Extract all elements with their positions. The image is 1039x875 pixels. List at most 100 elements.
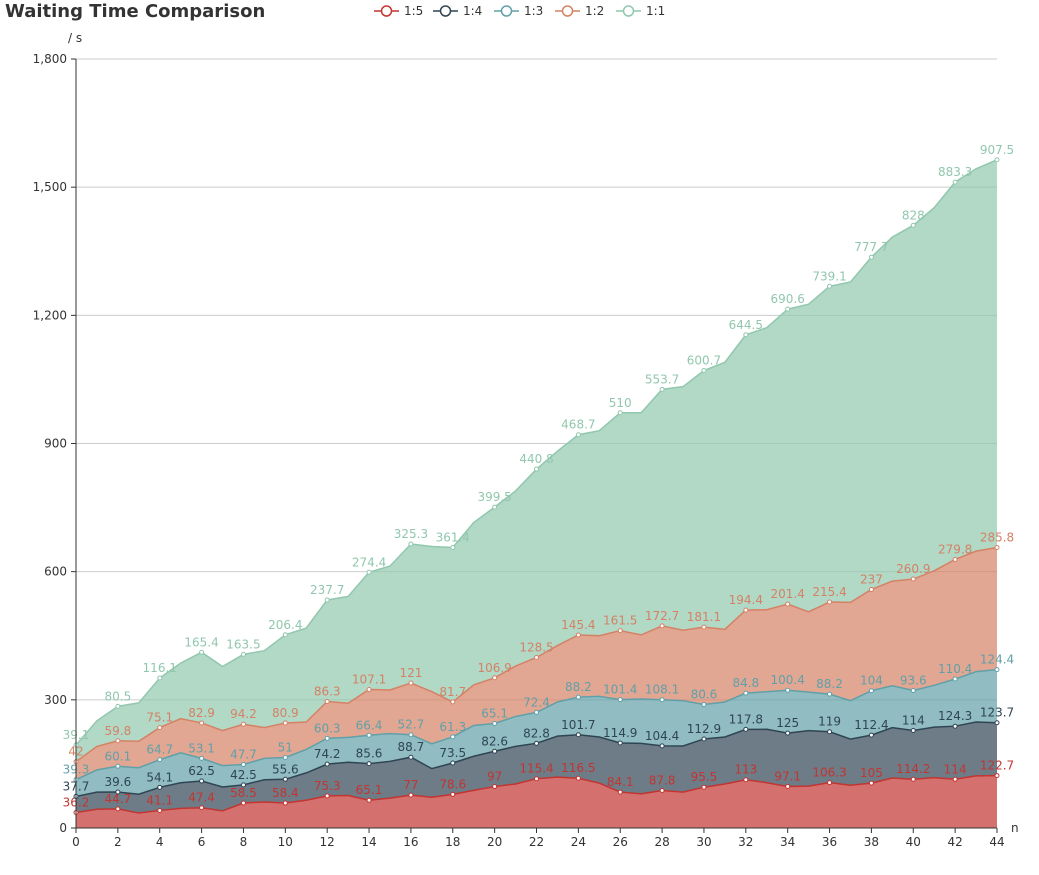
- data-point: [868, 732, 874, 738]
- data-label: 65.1: [481, 706, 508, 720]
- x-tick-label: 30: [696, 835, 711, 849]
- data-label: 104: [860, 674, 883, 688]
- data-label: 52.7: [398, 718, 425, 732]
- data-point: [282, 755, 288, 761]
- data-point: [827, 729, 833, 735]
- data-label: 115.4: [519, 762, 553, 776]
- data-point: [240, 761, 246, 767]
- data-point: [868, 586, 874, 592]
- data-point: [366, 761, 372, 767]
- data-point: [157, 725, 163, 731]
- data-point: [534, 709, 539, 715]
- data-point: [199, 778, 205, 784]
- data-label: 274.4: [352, 555, 386, 569]
- data-label: 41.1: [146, 793, 173, 807]
- data-point: [240, 800, 246, 806]
- data-point: [115, 703, 121, 709]
- data-label: 75.3: [314, 779, 341, 793]
- data-point: [199, 755, 205, 761]
- data-point: [868, 688, 874, 694]
- data-label: 108.1: [645, 683, 679, 697]
- data-label: 106.9: [477, 661, 511, 675]
- data-label: 194.4: [729, 593, 763, 607]
- y-tick-label: 1,200: [33, 308, 67, 322]
- legend-item-1-1: 1:1: [616, 4, 665, 18]
- x-tick-label: 20: [487, 835, 502, 849]
- legend-label: 1:3: [524, 4, 543, 18]
- data-label: 72.4: [523, 695, 550, 709]
- x-tick-label: 2: [114, 835, 122, 849]
- data-label: 88.2: [816, 677, 843, 691]
- data-label: 84.8: [732, 676, 759, 690]
- x-tick-label: 10: [278, 835, 293, 849]
- data-point: [910, 776, 916, 782]
- data-point: [366, 797, 372, 803]
- x-tick-label: 8: [240, 835, 248, 849]
- data-point: [408, 754, 414, 760]
- data-point: [324, 793, 330, 799]
- data-label: 107.1: [352, 672, 386, 686]
- x-tick-label: 42: [947, 835, 962, 849]
- data-point: [408, 541, 414, 547]
- data-point: [659, 697, 665, 703]
- legend-item-1-5: 1:5: [374, 4, 423, 18]
- data-point: [827, 599, 833, 605]
- x-tick-label: 24: [571, 835, 586, 849]
- data-point: [659, 386, 665, 392]
- legend-marker: [380, 5, 393, 17]
- data-label: 114.9: [603, 726, 637, 740]
- data-point: [282, 720, 288, 726]
- data-label: 73.5: [439, 746, 466, 760]
- data-point: [199, 805, 205, 811]
- data-point: [157, 807, 163, 813]
- data-label: 123.7: [980, 706, 1014, 720]
- data-point: [575, 694, 581, 700]
- data-point: [575, 775, 581, 781]
- data-label: 116.1: [143, 661, 177, 675]
- data-point: [659, 743, 665, 749]
- x-tick-label: 38: [864, 835, 879, 849]
- data-label: 114: [944, 762, 967, 776]
- data-label: 468.7: [561, 418, 595, 432]
- data-point: [910, 728, 916, 734]
- data-label: 125: [776, 716, 799, 730]
- data-label: 163.5: [226, 637, 260, 651]
- data-point: [617, 410, 623, 416]
- x-tick-label: 26: [613, 835, 628, 849]
- data-label: 64.7: [146, 743, 173, 757]
- data-label: 97: [487, 770, 502, 784]
- data-point: [492, 504, 498, 510]
- data-label: 78.6: [439, 777, 466, 791]
- data-point: [282, 800, 288, 806]
- data-label: 325.3: [394, 527, 428, 541]
- data-label: 101.7: [561, 718, 595, 732]
- data-point: [366, 569, 372, 575]
- data-label: 279.8: [938, 542, 972, 556]
- data-point: [994, 773, 1000, 779]
- data-point: [240, 721, 246, 727]
- data-label: 237.7: [310, 583, 344, 597]
- data-label: 51: [278, 741, 293, 755]
- data-label: 58.5: [230, 786, 257, 800]
- legend-label: 1:4: [463, 4, 482, 18]
- data-point: [785, 601, 791, 607]
- data-point: [492, 720, 498, 726]
- data-label: 181.1: [687, 610, 721, 624]
- data-point: [701, 368, 707, 374]
- data-label: 113: [734, 763, 757, 777]
- y-tick-label: 900: [44, 437, 67, 451]
- data-label: 84.1: [607, 775, 634, 789]
- legend-item-1-4: 1:4: [433, 4, 482, 18]
- data-point: [827, 780, 833, 786]
- data-point: [868, 780, 874, 786]
- data-label: 85.6: [356, 747, 383, 761]
- data-label: 112.9: [687, 722, 721, 736]
- data-label: 828: [902, 208, 925, 222]
- data-label: 44.7: [105, 792, 132, 806]
- data-label: 117.8: [729, 712, 763, 726]
- data-point: [240, 651, 246, 657]
- data-label: 105: [860, 766, 883, 780]
- data-label: 75.1: [146, 711, 173, 725]
- legend-label: 1:1: [646, 4, 665, 18]
- data-point: [743, 777, 749, 783]
